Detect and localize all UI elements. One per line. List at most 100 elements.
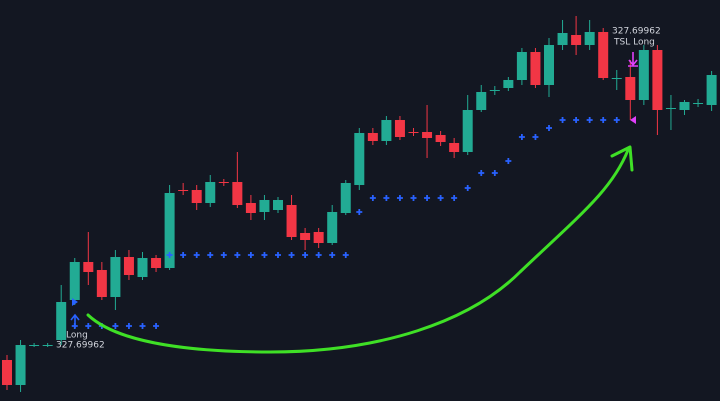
exit-flag (630, 116, 636, 124)
candle-body (29, 345, 40, 346)
trailing-stop (193, 252, 200, 258)
trailing-stop (424, 195, 431, 201)
trailing-stop (410, 195, 417, 201)
candle-body (679, 102, 690, 110)
candle-body (422, 132, 433, 138)
candle-body (178, 190, 189, 191)
trailing-stop (464, 185, 471, 191)
trailing-stop (153, 323, 160, 329)
candle-body (123, 257, 134, 275)
candle-body (300, 233, 311, 240)
trailing-stop (491, 170, 498, 176)
candle-body (381, 120, 392, 141)
exit-arrow (628, 52, 638, 67)
candle-body (313, 232, 324, 243)
trailing-stop (112, 323, 119, 329)
candle-body (273, 200, 283, 210)
candle-body (56, 302, 67, 340)
trailing-stop (369, 195, 376, 201)
annotation-arrow (86, 148, 630, 354)
trailing-stop (451, 195, 458, 201)
candles (2, 16, 717, 392)
entry-price: 327.69962 (56, 341, 105, 351)
candle-body (286, 205, 297, 237)
candle-body (530, 52, 541, 85)
annotation-arrowhead (610, 145, 634, 172)
trailing-stop (220, 252, 227, 258)
exit-price: 327.69962 (612, 27, 661, 37)
candle-body (449, 143, 460, 152)
trailing-stop (383, 195, 390, 201)
candle-body (571, 35, 582, 45)
trailing-stop (139, 323, 146, 329)
candle-body (367, 133, 378, 141)
trailing-stop (247, 252, 254, 258)
candle-body (205, 182, 216, 203)
candle-body (706, 75, 717, 105)
candle-body (164, 193, 175, 268)
trailing-stop (288, 252, 295, 258)
trailing-stop (505, 158, 512, 164)
candle-body (191, 190, 202, 203)
candle-body (218, 182, 229, 183)
candle-body (652, 50, 663, 110)
candle-body (327, 212, 338, 243)
candle-body (42, 345, 53, 346)
candle-body (557, 33, 568, 45)
candle-body (83, 262, 94, 272)
candle-body (151, 258, 162, 268)
trailing-stop (261, 252, 268, 258)
trailing-stop (437, 195, 444, 201)
entry-label: Long (66, 331, 88, 341)
candle-body (15, 345, 26, 385)
candle-body (340, 183, 351, 213)
candle-body (693, 103, 704, 104)
trailing-stop (613, 117, 620, 123)
trailing-stop (342, 252, 349, 258)
trailing-stop (125, 323, 132, 329)
exit-label: TSL Long (613, 38, 655, 48)
trailing-stop (518, 134, 525, 140)
candle-body (598, 32, 609, 78)
candle-body (584, 32, 595, 45)
candle-body (489, 90, 500, 91)
candle-body (408, 132, 419, 133)
candle-body (110, 257, 121, 297)
trailing-stop (586, 117, 593, 123)
candle-body (2, 360, 12, 385)
candle-body (137, 258, 148, 277)
candle-body (394, 120, 405, 137)
trailing-stop (85, 323, 92, 329)
trailing-stop (356, 209, 363, 215)
candle-body (516, 52, 527, 80)
candle-body (69, 262, 80, 300)
trailing-stop (573, 117, 580, 123)
candle-body (232, 182, 243, 205)
entry-arrow (70, 313, 80, 328)
candle-body (544, 45, 554, 85)
candle-body (245, 203, 256, 213)
trailing-stop (166, 252, 173, 258)
candle-body (503, 80, 514, 88)
trailing-stop (315, 252, 322, 258)
trailing-stop (234, 252, 241, 258)
trailing-stop (532, 134, 539, 140)
trailing-stop (329, 252, 336, 258)
trailing-stop (559, 117, 566, 123)
trailing-stop (396, 195, 403, 201)
candle-body (665, 108, 676, 109)
candle-body (611, 78, 622, 79)
candle-body (625, 77, 636, 100)
trailing-stop (478, 170, 485, 176)
candle-body (638, 50, 649, 100)
trailing-stop (302, 252, 309, 258)
entry-flag (72, 298, 78, 306)
candle-body (259, 200, 270, 212)
candle-body (96, 270, 107, 297)
candle-body (476, 92, 487, 110)
candle-body (462, 110, 473, 152)
trailing-stop (207, 252, 214, 258)
candle-body (354, 133, 365, 185)
candle-body (435, 135, 446, 142)
trailing-stop (546, 125, 552, 131)
